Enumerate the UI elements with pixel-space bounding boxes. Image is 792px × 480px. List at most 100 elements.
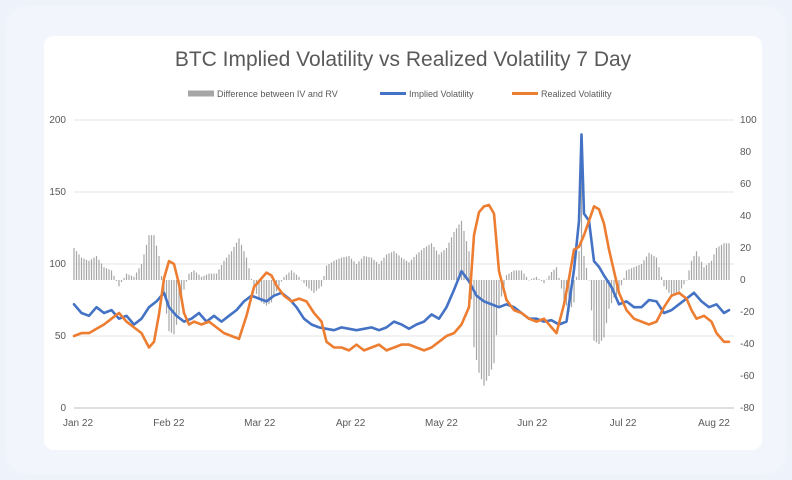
diff-bar [365, 256, 368, 280]
diff-bar [390, 252, 393, 280]
diff-bar [468, 251, 470, 280]
diff-bar [133, 276, 135, 280]
diff-bar [280, 280, 283, 282]
diff-bar [445, 248, 448, 280]
diff-bar [658, 267, 660, 280]
diff-bar [298, 276, 300, 280]
diff-bar [225, 257, 228, 280]
diff-bar [458, 224, 460, 280]
diff-bar [313, 280, 315, 293]
diff-bar [625, 270, 628, 280]
diff-bar [533, 277, 535, 280]
diff-bar [448, 242, 450, 280]
diff-bar [323, 276, 325, 280]
x-tick-label: Jul 22 [610, 418, 637, 429]
diff-bar [560, 280, 563, 289]
diff-bar [145, 244, 148, 280]
diff-bar [113, 275, 115, 280]
diff-bar [543, 280, 545, 284]
left-tick-label: 100 [49, 259, 66, 270]
diff-bar [428, 244, 430, 280]
diff-bar [108, 269, 110, 280]
diff-bar [440, 252, 443, 280]
diff-bar [305, 280, 308, 287]
diff-bar [535, 276, 538, 280]
diff-bar [260, 280, 263, 303]
diff-bar [718, 246, 720, 280]
diff-bar [103, 267, 105, 280]
diff-bar [358, 261, 360, 280]
diff-bar [638, 265, 640, 280]
diff-bar [618, 280, 620, 293]
diff-bar [230, 251, 233, 280]
diff-bar [650, 254, 653, 280]
diff-bar [405, 260, 408, 280]
left-tick-label: 50 [55, 331, 67, 342]
diff-bar [540, 280, 543, 282]
diff-bar [725, 243, 728, 280]
diff-bar [370, 257, 373, 280]
diff-bar [85, 259, 88, 280]
diff-bar [355, 264, 358, 280]
diff-bar [330, 262, 333, 280]
x-axis-ticks: Jan 22 Feb 22 Mar 22 Apr 22 May 22 Jun 22 Jul … [63, 418, 730, 429]
diff-bar [233, 246, 235, 280]
diff-bar [238, 238, 240, 280]
diff-bar [485, 280, 488, 381]
diff-bar [110, 270, 113, 280]
x-tick-label: Mar 22 [244, 418, 276, 429]
diff-bar [590, 280, 593, 311]
diff-bar [205, 274, 208, 280]
legend-label-diff: Difference between IV and RV [217, 89, 338, 99]
diff-bar [285, 274, 288, 280]
diff-bar [178, 280, 180, 316]
chart-title: BTC Implied Volatility vs Realized Volat… [175, 48, 632, 71]
diff-bar [83, 258, 85, 280]
diff-bar [120, 280, 123, 283]
diff-bar [505, 275, 508, 280]
diff-bar [300, 280, 303, 281]
diff-bar [555, 267, 558, 280]
diff-bar [150, 235, 153, 280]
diff-bar [115, 280, 118, 282]
diff-bar [385, 254, 388, 280]
diff-bar [608, 280, 610, 309]
diff-bar [655, 257, 658, 280]
diff-bar [498, 280, 500, 308]
realized-volatility-line [72, 203, 731, 352]
diff-bar [185, 280, 188, 282]
x-tick-label: Jun 22 [517, 418, 547, 429]
diff-bar [548, 275, 550, 280]
implied-volatility-line [72, 133, 731, 332]
diff-bar [710, 260, 713, 280]
diff-bar [270, 280, 273, 303]
diff-bar [660, 276, 663, 280]
diff-bar [203, 275, 205, 280]
diff-bar [413, 257, 415, 280]
diff-bar [475, 280, 478, 360]
diff-bar [708, 262, 710, 280]
diff-bar [653, 256, 655, 280]
diff-bar [143, 254, 145, 280]
diff-bar [675, 280, 678, 294]
diff-bar [215, 273, 218, 280]
diff-bar [435, 250, 438, 280]
diff-bar [603, 280, 605, 338]
diff-bar [698, 256, 700, 280]
diff-bar [160, 276, 163, 280]
x-tick-label: Jan 22 [63, 418, 93, 429]
diff-bar [418, 252, 420, 280]
diff-bar [255, 280, 258, 294]
diff-bar [463, 230, 465, 280]
diff-bar [163, 280, 165, 296]
diff-bar [728, 243, 730, 280]
diff-bar [268, 280, 270, 304]
diff-bar [430, 243, 433, 280]
diff-bar [258, 280, 260, 299]
diff-bar [500, 280, 503, 297]
diff-bar [643, 260, 645, 280]
diff-bar [705, 265, 708, 280]
diff-bar [395, 253, 398, 280]
diff-bar [433, 246, 435, 280]
diff-bar [678, 280, 680, 293]
